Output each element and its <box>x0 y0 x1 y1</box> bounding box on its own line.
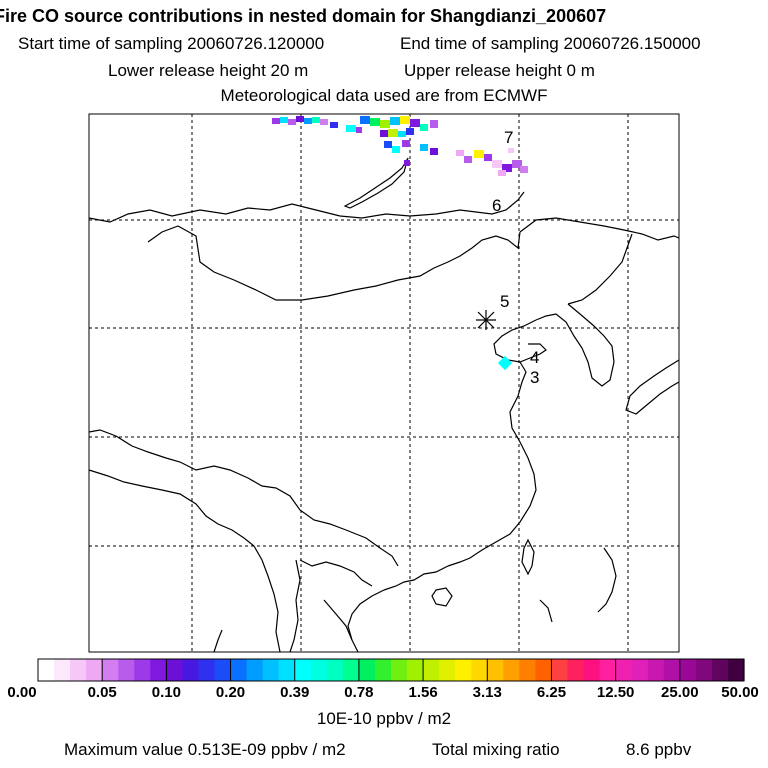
trajectory-label-3: 3 <box>530 368 540 387</box>
colorbar-swatch <box>647 659 665 681</box>
map-coastlines <box>88 157 680 653</box>
colorbar-tick-label: 6.25 <box>536 684 567 701</box>
colorbar-tick-label: 0.00 <box>7 684 37 701</box>
colorbar-swatch <box>38 659 55 681</box>
colorbar-swatch <box>727 659 745 681</box>
upper-release-label: Upper release height 0 m <box>404 61 595 80</box>
colorbar-tick-label: 0.39 <box>280 684 310 701</box>
colorbar-tick-label: 0.05 <box>87 684 117 701</box>
colorbar-swatch <box>278 659 296 681</box>
colorbar-swatch <box>487 659 504 681</box>
colorbar-swatch <box>358 659 376 681</box>
colorbar-swatch <box>166 659 184 681</box>
colorbar-tick-label: 0.78 <box>344 684 374 701</box>
map-frame <box>88 113 680 653</box>
colorbar-swatch <box>198 659 216 681</box>
colorbar-tick-label: 0.20 <box>215 684 246 701</box>
colorbar-swatch <box>631 659 649 681</box>
colorbar-border <box>37 658 745 682</box>
trajectory-label-4: 4 <box>530 348 540 367</box>
colorbar-swatch <box>615 659 633 681</box>
colorbar-swatch <box>503 659 520 681</box>
colorbar-swatch <box>663 659 681 681</box>
colorbar-swatch <box>262 659 280 681</box>
colorbar-swatch <box>294 659 312 681</box>
colorbar-swatch <box>118 659 135 681</box>
colorbar-swatch <box>230 659 248 681</box>
colorbar-swatch <box>326 659 344 681</box>
colorbar-tick-label: 1.56 <box>408 684 438 701</box>
met-data-label: Meteorological data used are from ECMWF <box>220 86 548 105</box>
colorbar-swatch <box>583 659 601 681</box>
colorbar-swatch <box>519 659 537 681</box>
colorbar-swatch <box>134 659 151 681</box>
total-mixing-ratio-label: Total mixing ratio <box>432 740 560 759</box>
colorbar-swatch <box>471 659 488 681</box>
colorbar-swatch <box>310 659 328 681</box>
maximum-value-label: Maximum value 0.513E-09 ppbv / m2 <box>64 740 346 759</box>
colorbar-swatch <box>407 659 424 681</box>
colorbar-swatch <box>342 659 360 681</box>
colorbar-tick-label: 25.00 <box>661 684 699 701</box>
colorbar-swatch <box>455 659 472 681</box>
trajectory-label-7: 7 <box>504 128 514 147</box>
total-mixing-ratio-value: 8.6 ppbv <box>626 740 692 759</box>
colorbar-swatch <box>535 659 553 681</box>
colorbar-swatch <box>86 659 103 681</box>
colorbar-swatch <box>679 659 697 681</box>
colorbar-swatch <box>423 659 440 681</box>
colorbar-swatch <box>695 659 713 681</box>
trajectory-label-5: 5 <box>500 292 510 311</box>
colorbar-swatch <box>711 659 729 681</box>
graticule <box>89 114 679 652</box>
colorbar-swatch <box>439 659 456 681</box>
map-title: Fire CO source contributions in nested d… <box>0 6 607 26</box>
plume-cells <box>272 116 528 371</box>
colorbar-swatch <box>374 659 392 681</box>
colorbar <box>37 658 745 682</box>
colorbar-tick-label: 50.00 <box>721 684 759 701</box>
colorbar-swatch <box>551 659 569 681</box>
trajectory-label-6: 6 <box>492 196 502 215</box>
colorbar-swatch <box>391 659 408 681</box>
colorbar-tick-label: 0.10 <box>151 684 181 701</box>
colorbar-swatch <box>599 659 617 681</box>
colorbar-tick-label: 12.50 <box>596 684 635 701</box>
end-time-label: End time of sampling 20060726.150000 <box>400 34 701 53</box>
lower-release-label: Lower release height 20 m <box>108 61 309 80</box>
colorbar-swatch <box>246 659 264 681</box>
colorbar-unit-label: 10E-10 ppbv / m2 <box>316 709 452 728</box>
station-marker <box>476 310 496 330</box>
colorbar-swatch <box>214 659 232 681</box>
colorbar-swatch <box>70 659 87 681</box>
start-time-label: Start time of sampling 20060726.120000 <box>18 34 325 53</box>
colorbar-swatch <box>182 659 200 681</box>
colorbar-swatch <box>102 659 119 681</box>
colorbar-swatch <box>567 659 585 681</box>
colorbar-swatch <box>54 659 71 681</box>
colorbar-tick-label: 3.13 <box>472 684 502 701</box>
colorbar-swatch <box>150 659 167 681</box>
